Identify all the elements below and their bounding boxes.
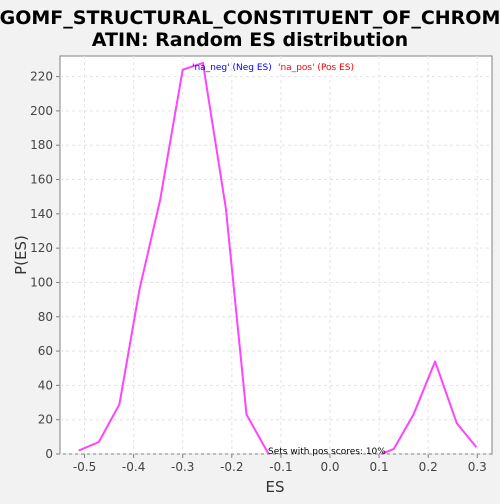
x-tick-label: -0.3: [171, 460, 194, 474]
y-tick-label: 80: [38, 310, 53, 324]
x-tick-label: -0.1: [269, 460, 292, 474]
x-tick-label: 0.2: [419, 460, 438, 474]
x-tick-label: -0.4: [122, 460, 145, 474]
chart-title-line2: ATIN: Random ES distribution: [92, 29, 408, 51]
y-tick-label: 60: [38, 344, 53, 358]
chart-title-line1: GOMF_STRUCTURAL_CONSTITUENT_OF_CHROM: [0, 7, 500, 29]
y-tick-label: 220: [30, 70, 53, 84]
y-tick-label: 120: [30, 241, 53, 255]
x-tick-label: 0.3: [468, 460, 487, 474]
series-line-2: [381, 360, 478, 455]
plot-area: [59, 55, 493, 455]
y-tick-label: 0: [45, 447, 53, 461]
legend-pos-label: 'na_pos' (Pos ES): [278, 63, 354, 73]
axis-ticks: -0.5 -0.4 -0.3 -0.2 -0.1 0.0 0.1 0.2 0.3 0 20 40 60 8…: [30, 70, 487, 474]
grid-lines: [60, 56, 492, 455]
y-tick-label: 160: [30, 173, 53, 187]
y-tick-label: 20: [38, 413, 53, 427]
y-tick-label: 100: [30, 275, 53, 289]
y-tick-label: 200: [30, 104, 53, 118]
x-tick-label: -0.5: [73, 460, 96, 474]
series-line-1: [78, 61, 270, 455]
legend-neg-label: 'na_neg' (Neg ES): [192, 63, 272, 73]
pos-scores-annotation: Sets with pos scores: 10%: [268, 447, 386, 457]
y-axis-label: P(ES): [12, 235, 30, 275]
y-tick-label: 140: [30, 207, 53, 221]
x-axis-label: ES: [266, 478, 285, 496]
y-tick-label: 40: [38, 378, 53, 392]
y-tick-label: 180: [30, 138, 53, 152]
x-tick-label: 0.1: [370, 460, 389, 474]
series-group: [78, 61, 478, 455]
x-tick-label: 0.0: [320, 460, 339, 474]
x-tick-label: -0.2: [220, 460, 243, 474]
